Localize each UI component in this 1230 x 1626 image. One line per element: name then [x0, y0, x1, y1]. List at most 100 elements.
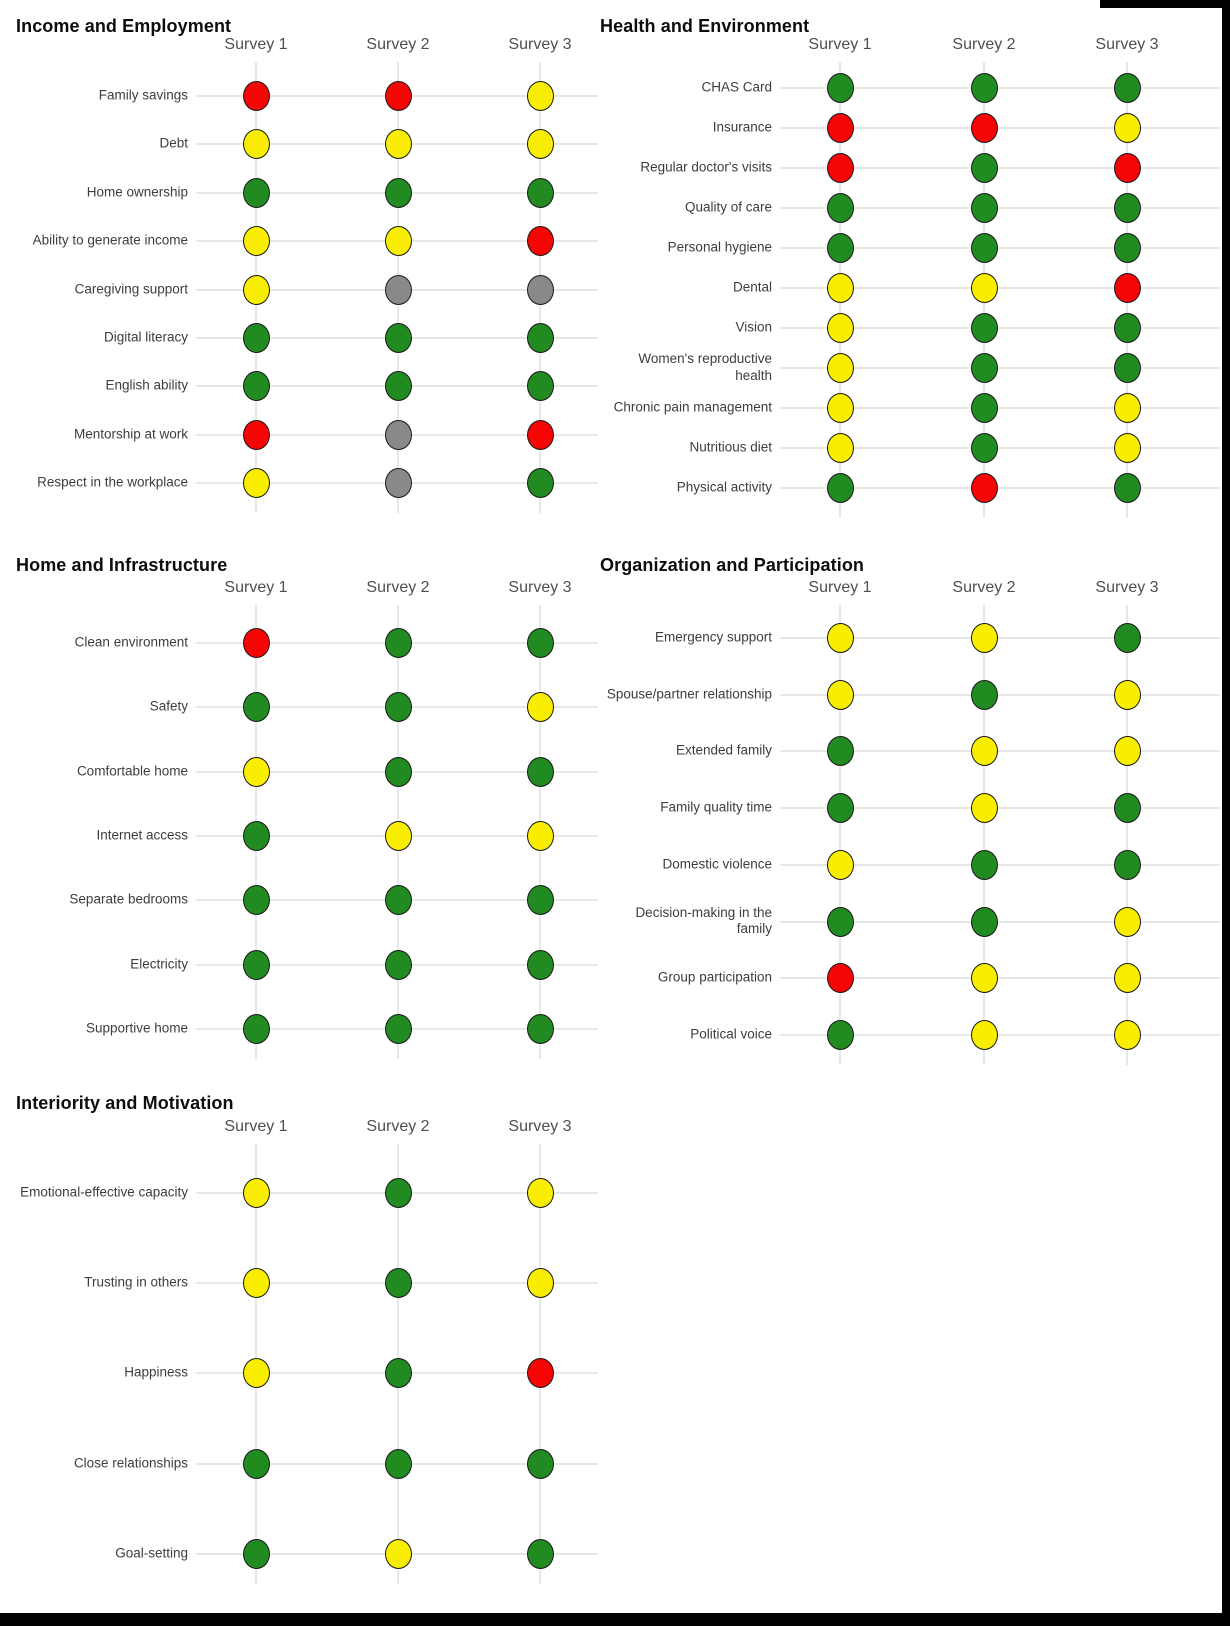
row-label: Emotional-effective capacity	[20, 1184, 188, 1200]
column-header-survey-2: Survey 2	[952, 36, 1016, 53]
status-dot-yellow	[1113, 679, 1141, 710]
column-header-survey-3: Survey 3	[508, 1118, 572, 1135]
panel-title: Home and Infrastructure	[16, 555, 228, 575]
column-header-survey-1: Survey 1	[224, 579, 288, 596]
row-label: CHAS Card	[701, 79, 772, 95]
gridline-horizontal	[780, 750, 1220, 753]
panel-home-and-infrastructure: Home and Infrastructure Survey 1 Survey 2 S…	[8, 533, 604, 1078]
row-label: Dental	[732, 279, 772, 295]
row-label: Close relationships	[73, 1455, 188, 1471]
gridline-horizontal	[780, 1033, 1220, 1036]
row-label: Physical activity	[676, 479, 772, 495]
status-dot-yellow	[1113, 433, 1141, 463]
status-dot-green	[826, 793, 854, 824]
gridline-vertical	[839, 605, 841, 1065]
row-label: Digital literacy	[103, 329, 188, 345]
status-dot-red	[384, 81, 412, 111]
status-dot-green	[1113, 353, 1141, 383]
status-dot-yellow	[826, 623, 854, 653]
status-dot-green	[242, 371, 270, 402]
status-dot-green	[1113, 233, 1141, 263]
row-label: Personal hygiene	[667, 239, 772, 255]
status-dot-green	[826, 193, 854, 223]
row-label: Regular doctor's visits	[640, 159, 772, 175]
status-dot-yellow	[970, 793, 998, 824]
status-dot-green	[1113, 73, 1141, 103]
row-label: Mentorship at work	[73, 426, 188, 442]
status-dot-yellow	[526, 129, 554, 160]
status-dot-green	[526, 1448, 554, 1479]
column-header-survey-3: Survey 3	[1095, 579, 1159, 596]
status-dot-green	[970, 849, 998, 880]
status-dot-yellow	[1113, 393, 1141, 423]
gridline-horizontal	[780, 247, 1220, 249]
status-dot-green	[384, 1178, 412, 1208]
status-dot-green	[826, 73, 854, 103]
status-dot-yellow	[826, 273, 854, 303]
status-dot-yellow	[242, 274, 270, 305]
row-label: Spouse/partner relationship	[606, 686, 772, 702]
gridline-horizontal	[780, 447, 1220, 449]
status-dot-yellow	[384, 226, 412, 257]
status-dot-gray	[384, 419, 412, 450]
status-dot-green	[384, 1013, 412, 1044]
gridline-horizontal	[780, 87, 1220, 89]
row-label: Supportive home	[85, 1020, 188, 1036]
status-dot-yellow	[526, 1268, 554, 1299]
status-dot-green	[1113, 623, 1141, 653]
status-dot-red	[826, 113, 854, 143]
status-dot-green	[970, 233, 998, 263]
status-dot-red	[526, 226, 554, 257]
row-label: Electricity	[130, 956, 188, 972]
status-dot-yellow	[242, 1268, 270, 1299]
status-dot-green	[526, 1013, 554, 1044]
status-dot-green	[384, 371, 412, 402]
gridline-vertical	[1126, 605, 1128, 1065]
row-label: Extended family	[675, 742, 772, 758]
panel-title: Organization and Participation	[600, 555, 865, 575]
status-dot-yellow	[970, 623, 998, 653]
row-label: Home ownership	[86, 184, 188, 200]
status-dot-green	[526, 323, 554, 353]
row-label: Comfortable home	[76, 763, 188, 779]
column-header-survey-3: Survey 3	[1095, 36, 1159, 53]
status-dot-red	[526, 419, 554, 450]
status-dot-yellow	[242, 129, 270, 160]
gridline-horizontal	[780, 167, 1220, 169]
status-dot-gray	[384, 274, 412, 305]
status-dot-green	[242, 949, 270, 980]
row-label: Decision-making in the family	[635, 904, 772, 937]
gridline-horizontal	[780, 920, 1220, 923]
status-dot-green	[384, 177, 412, 208]
status-dot-green	[970, 193, 998, 223]
status-dot-yellow	[526, 692, 554, 723]
status-dot-green	[242, 1538, 270, 1569]
status-dot-yellow	[242, 756, 270, 787]
status-dot-green	[526, 468, 554, 499]
status-dot-yellow	[970, 963, 998, 994]
status-dot-green	[970, 153, 998, 183]
status-dot-green	[526, 177, 554, 208]
gridline-horizontal	[780, 693, 1220, 696]
status-dot-red	[242, 81, 270, 111]
status-dot-green	[384, 949, 412, 980]
status-dot-yellow	[242, 226, 270, 257]
status-dot-green	[242, 885, 270, 916]
gridline-horizontal	[780, 367, 1220, 369]
row-label: Women's reproductive health	[638, 351, 772, 383]
status-dot-yellow	[242, 1358, 270, 1389]
status-dot-yellow	[242, 1178, 270, 1208]
panel-health-and-environment: Health and Environment Survey 1 Survey 2 Su…	[600, 8, 1226, 533]
status-dot-gray	[384, 468, 412, 499]
status-dot-green	[384, 885, 412, 916]
row-label: Vision	[735, 319, 772, 335]
status-dot-red	[970, 113, 998, 143]
status-dot-green	[526, 1538, 554, 1569]
status-dot-green	[526, 949, 554, 980]
window-border-top-right	[1100, 0, 1230, 8]
status-dot-red	[1113, 273, 1141, 303]
column-header-survey-2: Survey 2	[366, 36, 430, 53]
row-label: Respect in the workplace	[37, 474, 188, 490]
panel-title: Interiority and Motivation	[16, 1093, 234, 1113]
